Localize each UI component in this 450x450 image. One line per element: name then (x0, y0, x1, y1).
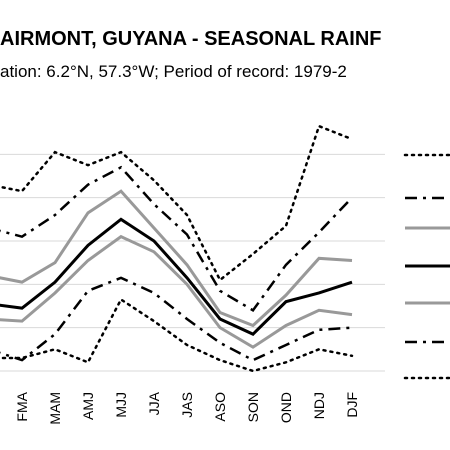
x-tick-label: SON (245, 392, 261, 422)
x-tick-label: DJF (344, 392, 360, 418)
x-tick-label: OND (278, 392, 294, 423)
x-tick-label: ASO (212, 392, 228, 422)
series-line (0, 165, 353, 312)
series-line (0, 234, 353, 349)
x-tick-label: MAM (47, 392, 63, 425)
chart-subtitle: ation: 6.2°N, 57.3°W; Period of record: … (0, 62, 347, 81)
x-tick-label: MJJ (113, 392, 129, 418)
x-tick-label: JJA (146, 391, 162, 415)
chart-title: AIRMONT, GUYANA - SEASONAL RAINF (0, 28, 382, 50)
x-tick-label: NDJ (311, 392, 327, 419)
series-line (0, 297, 354, 373)
x-tick-label: AMJ (80, 392, 96, 420)
x-tick-label: JAS (179, 392, 195, 418)
series-line (0, 189, 353, 328)
x-tick-label: FMA (14, 391, 30, 421)
series-line (0, 124, 354, 282)
series-line (0, 217, 353, 336)
series-line (0, 276, 353, 362)
